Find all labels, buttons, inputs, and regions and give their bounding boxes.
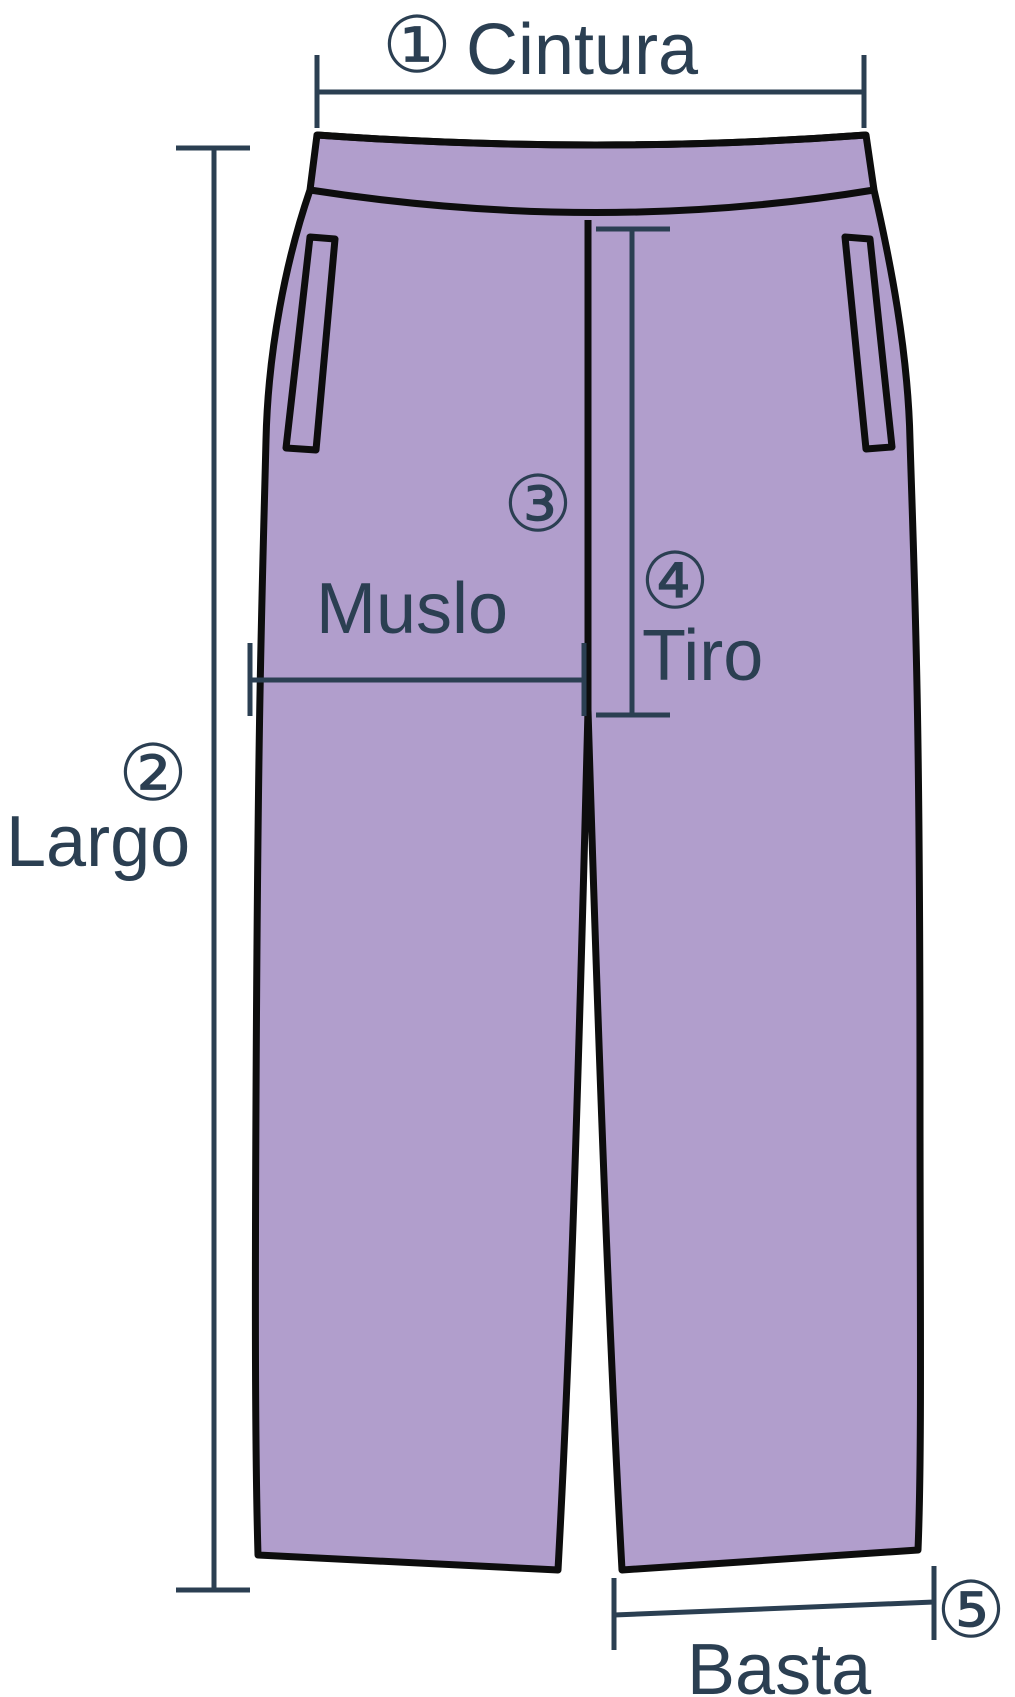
waistband-seam xyxy=(309,186,875,216)
pants-illustration xyxy=(251,131,924,1574)
rise-label: Tiro xyxy=(642,616,763,696)
hem-number-marker: ⑤ xyxy=(936,1566,1006,1656)
measurement-lines xyxy=(176,55,937,1650)
waist-number-marker: ① xyxy=(382,1,452,91)
waist-label: Cintura xyxy=(466,10,699,90)
thigh-label: Muslo xyxy=(316,569,508,649)
length-number-marker: ② xyxy=(118,729,188,819)
crotch-number-marker: ③ xyxy=(503,460,573,550)
hem-label: Basta xyxy=(687,1630,872,1697)
right-pocket xyxy=(841,233,896,453)
rise-number-marker: ④ xyxy=(640,537,710,627)
left-pocket xyxy=(282,233,339,454)
measurement-labels: ① Cintura ② Largo ③ Muslo ④ Tiro ⑤ Basta xyxy=(6,1,1006,1697)
waistband-top-edge xyxy=(316,131,867,149)
thigh-measure-line xyxy=(247,643,587,716)
length-label: Largo xyxy=(6,802,190,882)
waist-measure-line xyxy=(314,55,867,128)
rise-measure-line xyxy=(596,226,670,718)
length-measure-line xyxy=(176,145,250,1593)
hem-measure-line xyxy=(611,1566,937,1650)
pants-body xyxy=(251,131,924,1574)
